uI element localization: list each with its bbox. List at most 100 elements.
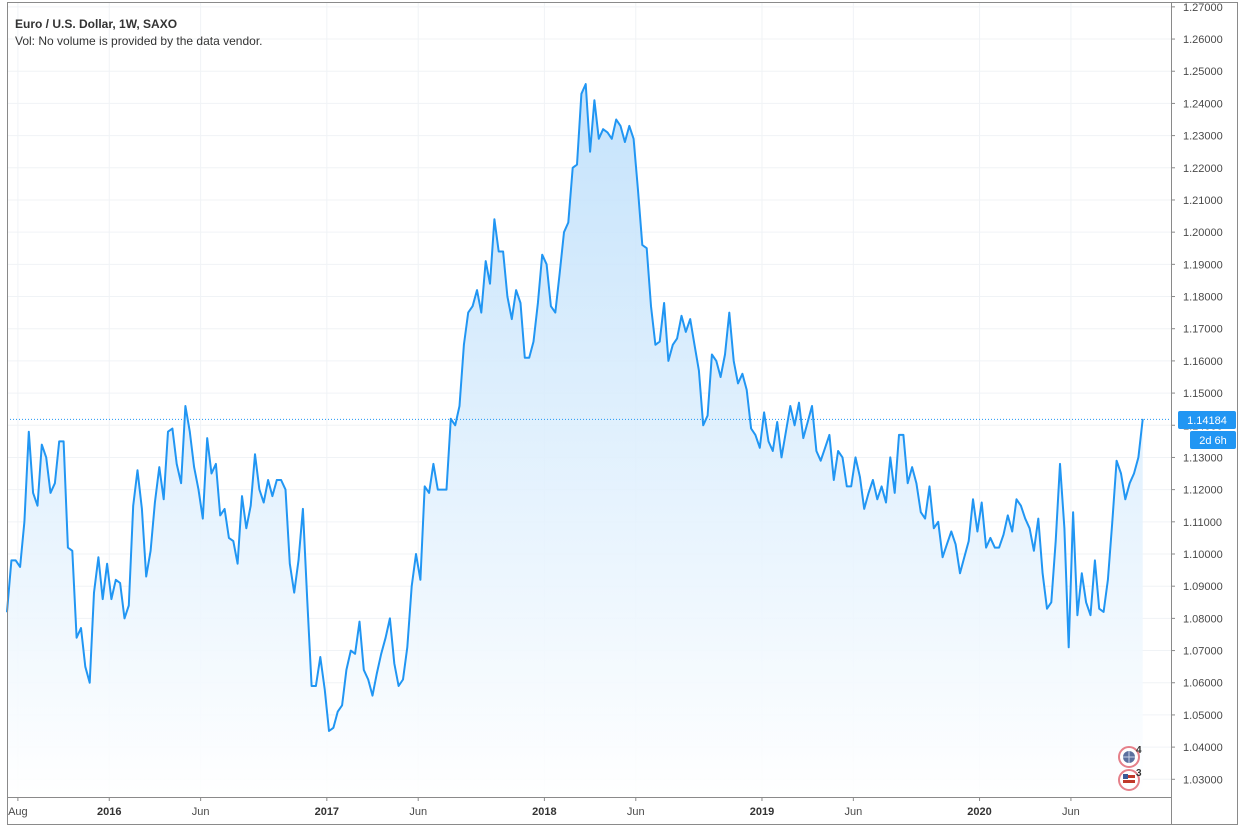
price-point: [641, 244, 643, 246]
price-point: [950, 530, 952, 533]
economic-event-marker-2[interactable]: 3: [1118, 768, 1142, 791]
y-tick-label: 1.04000: [1183, 742, 1223, 754]
price-point: [289, 563, 291, 565]
price-point: [458, 405, 461, 407]
price-point: [136, 469, 139, 471]
price-point: [859, 476, 861, 478]
price-point: [167, 431, 169, 433]
price-point: [441, 489, 443, 491]
y-tick-label: 1.09000: [1183, 581, 1223, 593]
price-point: [693, 344, 696, 346]
price-point: [498, 250, 500, 253]
x-axis[interactable]: Aug 2016 Jun 2017 Jun 2018 Jun 2019 Jun 2020 Jun: [8, 797, 1080, 818]
price-point: [924, 518, 926, 520]
price-point: [398, 685, 400, 687]
x-tick-label: 2020: [967, 806, 991, 818]
y-tick-label: 1.20000: [1183, 227, 1223, 239]
price-point: [776, 421, 778, 423]
x-tick-label: 2018: [532, 806, 556, 818]
price-point: [63, 440, 65, 442]
price-point: [780, 456, 783, 458]
symbol-title[interactable]: Euro / U.S. Dollar, 1W, SAXO: [15, 17, 178, 31]
price-point: [237, 563, 239, 565]
price-point: [937, 521, 939, 523]
price-point: [550, 305, 552, 307]
price-point: [184, 405, 186, 407]
y-axis[interactable]: 1.27000 1.26000 1.25000 1.24000 1.23000 1.220…: [1171, 2, 1223, 786]
price-point: [933, 527, 935, 529]
price-point: [1055, 540, 1057, 542]
price-point: [206, 437, 208, 439]
price-point: [985, 547, 987, 549]
price-point: [554, 312, 556, 314]
price-point: [345, 669, 347, 671]
price-point: [659, 341, 661, 343]
price-point: [10, 559, 12, 562]
price-point: [1111, 521, 1113, 523]
price-point: [959, 572, 961, 574]
price-point: [145, 575, 147, 578]
price-point: [1107, 579, 1109, 581]
price-point: [628, 125, 630, 127]
price-point: [250, 505, 252, 507]
price-point: [123, 617, 126, 620]
price-point: [654, 344, 657, 346]
price-point: [54, 482, 56, 484]
economic-event-marker-1[interactable]: 4: [1118, 745, 1142, 768]
price-point: [611, 138, 613, 140]
price-point: [163, 498, 165, 500]
price-point: [419, 579, 421, 581]
price-point: [424, 485, 426, 487]
price-point: [807, 421, 809, 423]
price-point: [580, 93, 583, 95]
price-point: [376, 672, 378, 674]
y-tick-label: 1.03000: [1183, 774, 1223, 786]
x-tick-label: 2017: [315, 806, 339, 818]
price-point: [32, 492, 34, 494]
price-line: [6, 83, 1144, 732]
y-tick-label: 1.23000: [1183, 131, 1223, 143]
x-tick-label: Aug: [8, 806, 28, 818]
price-point: [763, 411, 765, 413]
price-point: [23, 521, 25, 523]
price-point: [180, 482, 182, 484]
price-point: [563, 231, 565, 233]
last-price-badge: 1.14184 2d 6h: [1178, 411, 1236, 449]
price-point: [515, 289, 517, 291]
price-point: [868, 492, 870, 494]
price-point: [846, 485, 848, 487]
price-point: [767, 440, 770, 442]
price-point: [541, 254, 543, 256]
price-point: [102, 598, 104, 600]
price-point: [19, 566, 21, 568]
y-tick-label: 1.21000: [1183, 195, 1223, 207]
price-point: [911, 466, 913, 468]
price-point: [772, 450, 774, 452]
price-point: [585, 83, 587, 85]
price-point: [850, 485, 852, 487]
price-point: [306, 598, 308, 600]
last-price-value: 1.14184: [1187, 415, 1227, 427]
price-point: [854, 456, 857, 458]
price-point: [358, 621, 361, 623]
price-point: [1137, 456, 1139, 458]
price-point: [567, 221, 569, 224]
price-point: [746, 389, 748, 391]
price-point: [428, 492, 430, 494]
price-point: [1011, 530, 1013, 533]
price-point: [750, 427, 752, 430]
price-point: [67, 547, 69, 549]
price-point: [1098, 608, 1100, 610]
price-point: [894, 492, 896, 494]
price-point: [1029, 527, 1031, 529]
price-point: [476, 289, 478, 291]
price-point: [276, 479, 278, 481]
price-point: [942, 556, 944, 558]
price-point: [232, 540, 234, 542]
x-tick-label: 2019: [750, 806, 774, 818]
price-point: [380, 653, 382, 655]
x-tick-label: Jun: [627, 806, 645, 818]
price-point: [728, 312, 730, 314]
price-point: [663, 302, 665, 304]
